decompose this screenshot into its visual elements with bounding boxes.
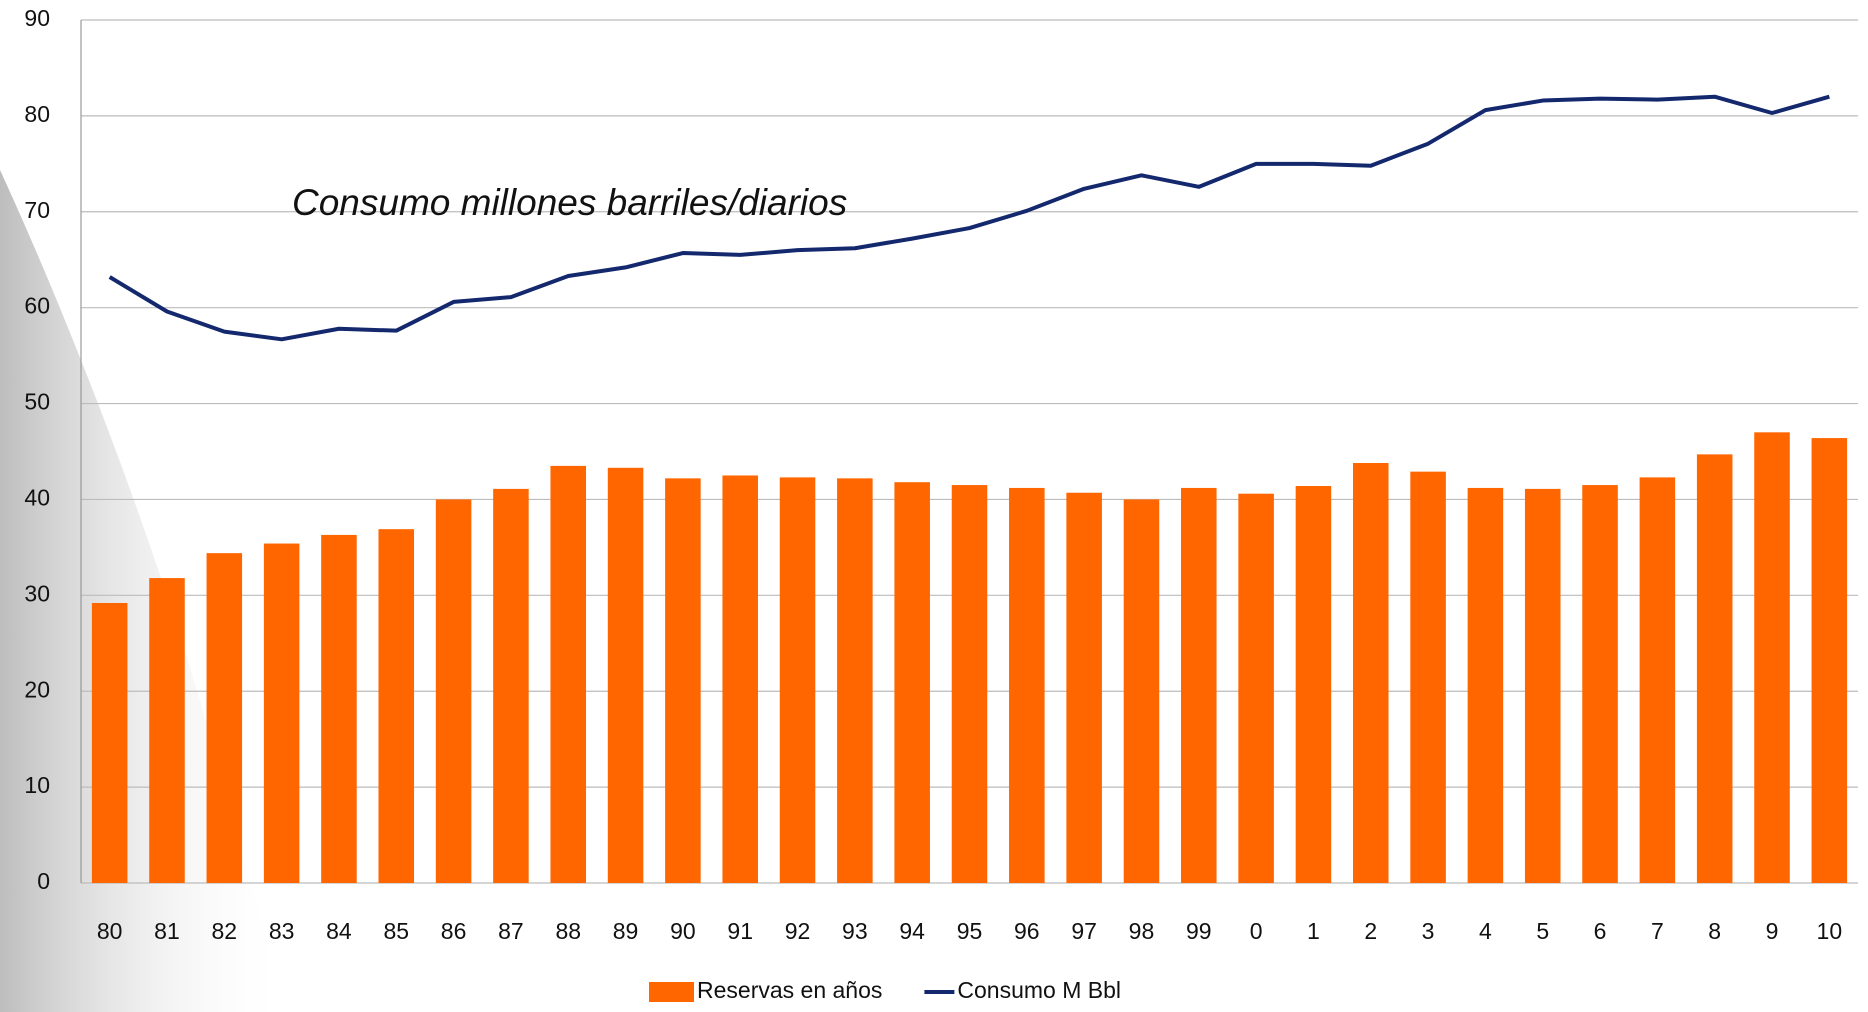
x-tick-label: 1 <box>1307 918 1320 944</box>
x-tick-label: 82 <box>212 918 238 944</box>
bar <box>1811 438 1848 883</box>
x-tick-label: 5 <box>1536 918 1549 944</box>
x-tick-label: 80 <box>97 918 123 944</box>
bar <box>665 478 701 883</box>
bar <box>378 529 415 883</box>
x-tick-label: 97 <box>1071 918 1097 944</box>
bar <box>1639 477 1676 883</box>
x-tick-label: 6 <box>1594 918 1607 944</box>
bar <box>1066 492 1102 883</box>
x-tick-label: 84 <box>326 918 352 944</box>
x-tick-label: 2 <box>1364 918 1377 944</box>
bar <box>1123 499 1160 883</box>
y-tick-label: 40 <box>24 485 50 511</box>
bar <box>1467 487 1504 883</box>
x-tick-label: 9 <box>1766 918 1779 944</box>
bar <box>1181 487 1217 883</box>
annotation: Consumo millones barriles/diarios <box>292 182 847 223</box>
x-tick-label: 95 <box>957 918 983 944</box>
y-tick-label: 0 <box>37 868 50 894</box>
y-tick-label: 30 <box>24 580 50 606</box>
bar <box>1582 485 1618 883</box>
x-tick-label: 7 <box>1651 918 1664 944</box>
x-tick-label: 0 <box>1250 918 1263 944</box>
x-tick-label: 91 <box>727 918 753 944</box>
bar <box>206 553 243 883</box>
legend-label: Consumo M Bbl <box>957 977 1121 1003</box>
bar <box>1295 486 1332 883</box>
bar <box>1754 432 1790 883</box>
bar <box>607 467 644 883</box>
x-tick-label: 81 <box>154 918 180 944</box>
x-tick-label: 98 <box>1129 918 1155 944</box>
x-tick-label: 87 <box>498 918 524 944</box>
legend-swatch <box>649 982 694 1002</box>
x-tick-label: 94 <box>899 918 925 944</box>
x-tick-label: 10 <box>1817 918 1843 944</box>
bar <box>1410 471 1446 883</box>
x-tick-label: 99 <box>1186 918 1212 944</box>
y-tick-label: 80 <box>24 101 50 127</box>
legend-label: Reservas en años <box>697 977 882 1003</box>
bar <box>263 543 300 883</box>
y-tick-label: 60 <box>24 293 50 319</box>
x-tick-label: 8 <box>1708 918 1721 944</box>
x-tick-label: 88 <box>555 918 581 944</box>
bar <box>951 485 988 883</box>
y-tick-label: 90 <box>24 5 50 31</box>
bar <box>779 477 816 883</box>
x-tick-label: 90 <box>670 918 696 944</box>
y-tick-label: 70 <box>24 197 50 223</box>
x-tick-label: 86 <box>441 918 467 944</box>
bar <box>321 534 357 883</box>
y-tick-label: 50 <box>24 389 50 415</box>
x-tick-label: 3 <box>1422 918 1435 944</box>
bar <box>435 499 472 883</box>
bar <box>550 465 587 883</box>
y-tick-label: 20 <box>24 676 50 702</box>
bar <box>1238 493 1274 883</box>
bar <box>149 578 185 883</box>
x-tick-label: 93 <box>842 918 868 944</box>
bar <box>1524 488 1561 883</box>
x-tick-label: 83 <box>269 918 295 944</box>
y-tick-label: 10 <box>24 772 50 798</box>
bar <box>894 482 930 883</box>
bar <box>1696 454 1733 883</box>
bar <box>91 603 128 883</box>
x-tick-label: 92 <box>785 918 811 944</box>
bar <box>493 488 529 883</box>
bar <box>1009 487 1045 883</box>
line <box>108 94 1830 342</box>
x-tick-label: 89 <box>613 918 639 944</box>
x-tick-label: 4 <box>1479 918 1492 944</box>
bar <box>837 478 873 883</box>
bar <box>722 475 758 883</box>
x-tick-label: 85 <box>383 918 409 944</box>
bar <box>1352 463 1389 883</box>
x-tick-label: 96 <box>1014 918 1040 944</box>
